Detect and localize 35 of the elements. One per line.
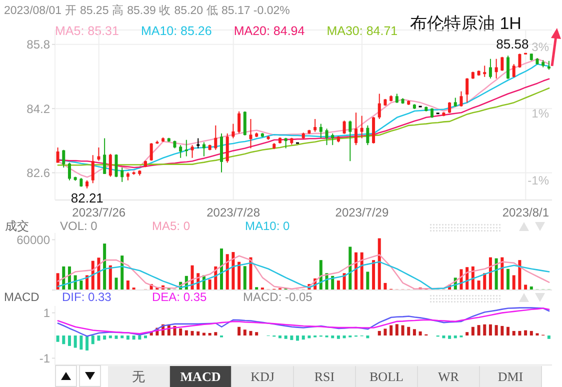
annotation: 85.58 <box>496 36 529 52</box>
x-tick-label: 2023/8/1 <box>502 206 550 220</box>
annotation: VOL: 0 <box>60 219 98 233</box>
text: MA20: 84.94 <box>234 24 305 38</box>
text: DMI <box>480 366 542 387</box>
text: MA5: 85.31 <box>55 24 119 38</box>
text: 无 <box>108 366 170 387</box>
y-tick-label: 1 <box>43 306 50 320</box>
x-tick-label: 2023/7/29 <box>335 206 389 220</box>
chart-title: MACD <box>4 290 40 304</box>
annotation: DEA: 0.35 <box>152 290 207 304</box>
chart-title: 成交 <box>5 219 29 233</box>
annotation: MA10: 0 <box>245 219 290 233</box>
text: RSI <box>294 366 356 387</box>
annotation: MA5: 0 <box>152 219 190 233</box>
y2-tick-label: 1% <box>532 106 550 121</box>
annotation: DIF: 0.33 <box>62 290 112 304</box>
annotation: 82.21 <box>70 190 104 206</box>
annotation: MACD: -0.05 <box>243 290 312 304</box>
text: 2023/08/01 开 85.25 高 85.39 收 85.20 低 85.17 -0.02% <box>4 4 290 18</box>
text: MA30: 84.71 <box>326 24 398 38</box>
y-tick-label: 85.8 <box>26 38 50 52</box>
text: MA10: 85.26 <box>140 24 212 38</box>
y2-tick-label: 3% <box>532 40 550 54</box>
y2-tick-label: -1% <box>528 173 550 188</box>
text: KDJ <box>232 366 294 387</box>
x-tick-label: 2023/7/26 <box>72 206 126 220</box>
y-tick-label: 84.2 <box>26 102 50 116</box>
y-tick-label: 60000 <box>16 232 50 247</box>
text: BOLL <box>356 366 418 387</box>
y-tick-label: -1 <box>39 351 50 366</box>
text: MACD <box>170 366 232 387</box>
y-tick-label: 82.6 <box>26 166 50 180</box>
x-tick-label: 2023/7/28 <box>206 206 260 220</box>
text: WR <box>418 366 480 387</box>
